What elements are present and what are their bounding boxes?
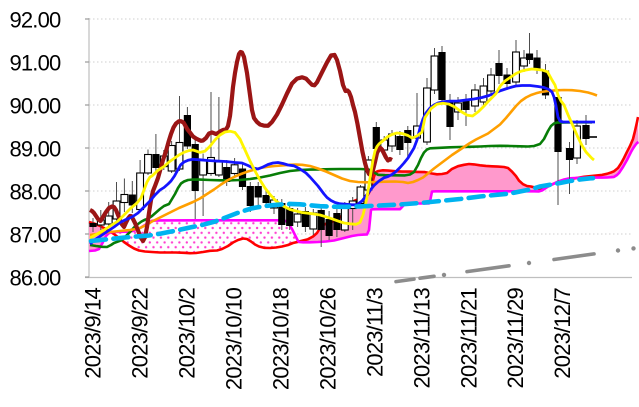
svg-text:86.00: 86.00 (9, 266, 61, 291)
svg-text:2023/9/14: 2023/9/14 (81, 287, 106, 378)
svg-text:2023/11/13: 2023/11/13 (409, 287, 434, 388)
svg-text:2023/10/26: 2023/10/26 (316, 287, 341, 390)
svg-text:90.00: 90.00 (9, 94, 61, 119)
svg-text:2023/10/18: 2023/10/18 (269, 287, 294, 390)
svg-text:2023/9/22: 2023/9/22 (128, 287, 153, 378)
svg-text:2023/11/21: 2023/11/21 (456, 287, 481, 388)
svg-text:91.00: 91.00 (9, 51, 61, 76)
svg-text:2023/10/10: 2023/10/10 (222, 287, 247, 390)
svg-text:92.00: 92.00 (9, 8, 61, 33)
svg-text:2023/11/29: 2023/11/29 (503, 287, 528, 388)
svg-text:2023/11/3: 2023/11/3 (362, 287, 387, 377)
svg-text:87.00: 87.00 (9, 223, 61, 248)
svg-text:2023/10/2: 2023/10/2 (175, 287, 200, 378)
svg-text:88.00: 88.00 (9, 180, 61, 205)
svg-text:89.00: 89.00 (9, 137, 61, 162)
svg-text:2023/12/7: 2023/12/7 (550, 287, 575, 378)
